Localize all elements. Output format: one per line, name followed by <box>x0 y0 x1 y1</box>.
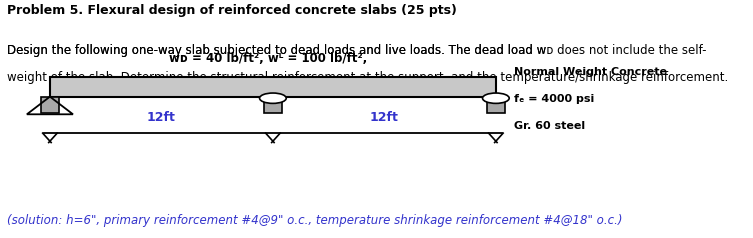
Text: weight of the slab. Determine the structural reinforcement at the support, and t: weight of the slab. Determine the struct… <box>8 71 729 84</box>
Text: Normal Weight Concrete: Normal Weight Concrete <box>514 67 667 77</box>
Text: Design the following one-way slab subjected to dead loads and live loads. The de: Design the following one-way slab subjec… <box>8 44 547 57</box>
Text: (solution: h=6", primary reinforcement #4@9" o.c., temperature shrinkage reinfor: (solution: h=6", primary reinforcement #… <box>8 214 623 227</box>
Bar <box>486 97 505 113</box>
Circle shape <box>260 93 286 103</box>
Circle shape <box>483 93 509 103</box>
Text: fₑ = 4000 psi: fₑ = 4000 psi <box>514 94 594 104</box>
Text: 12ft: 12ft <box>147 111 176 124</box>
Text: 12ft: 12ft <box>370 111 399 124</box>
Text: Problem 5. Flexural design of reinforced concrete slabs (25 pts): Problem 5. Flexural design of reinforced… <box>8 4 457 17</box>
Text: Design the following one-way slab subjected to dead loads and live loads. The de: Design the following one-way slab subjec… <box>8 44 707 57</box>
Bar <box>50 77 496 97</box>
Text: Gr. 60 steel: Gr. 60 steel <box>514 121 585 131</box>
Bar <box>264 97 282 113</box>
Text: Design the following one-way slab subjected to dead loads and live loads. The de: Design the following one-way slab subjec… <box>8 44 709 57</box>
Bar <box>41 97 59 113</box>
Text: wᴅ = 40 lb/ft², wᴸ = 100 lb/ft²,: wᴅ = 40 lb/ft², wᴸ = 100 lb/ft², <box>169 52 367 65</box>
